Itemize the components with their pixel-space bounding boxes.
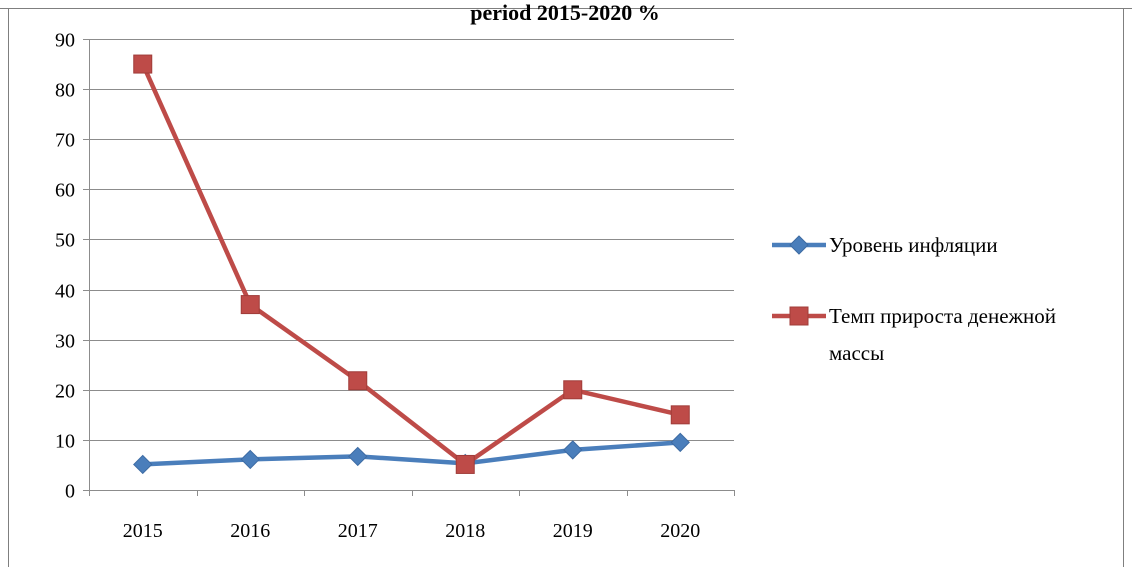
legend-marker xyxy=(789,235,809,255)
data-point xyxy=(670,432,690,453)
series-group xyxy=(133,54,690,475)
x-tick-label: 2018 xyxy=(445,520,485,542)
y-tick-label: 0 xyxy=(65,481,75,503)
y-tick-label: 80 xyxy=(55,80,75,102)
series-0 xyxy=(133,432,690,475)
data-point xyxy=(133,54,153,74)
data-point xyxy=(670,405,690,425)
x-tick-label: 2019 xyxy=(553,520,593,542)
y-tick-label: 50 xyxy=(55,230,75,252)
data-point xyxy=(133,454,153,475)
y-tick-label: 40 xyxy=(55,281,75,303)
series-line xyxy=(140,61,683,467)
chart-title: period 2015-2020 % xyxy=(470,0,659,25)
legend-label: Темп прироста денежной xyxy=(829,304,1056,328)
data-point xyxy=(348,446,368,467)
data-point xyxy=(563,440,583,460)
y-tick-label: 60 xyxy=(55,180,75,202)
y-tick-label: 30 xyxy=(55,331,75,353)
y-tick-label: 10 xyxy=(55,431,75,453)
series-1 xyxy=(133,54,690,474)
legend-item: Темп прироста денежной массы xyxy=(772,304,1056,365)
legend-label: массы xyxy=(829,341,884,365)
legend: Уровень инфляции Темп прироста денежной ма… xyxy=(772,233,1056,365)
legend-label: Уровень инфляции xyxy=(829,233,998,257)
y-tick-label: 90 xyxy=(55,30,75,52)
data-point xyxy=(240,449,260,470)
data-point xyxy=(348,371,368,391)
data-point xyxy=(455,454,475,474)
x-tick-label: 2015 xyxy=(123,520,163,542)
gridlines xyxy=(89,39,734,441)
y-tick-label: 20 xyxy=(55,381,75,403)
legend-item: Уровень инфляции xyxy=(772,233,998,257)
x-tick-label: 2016 xyxy=(230,520,270,542)
data-point xyxy=(240,295,260,315)
y-tick-label: 70 xyxy=(55,130,75,152)
x-tick-label: 2017 xyxy=(338,520,378,542)
series-line xyxy=(140,440,683,467)
data-point xyxy=(563,380,583,400)
legend-marker xyxy=(789,306,809,326)
axes: 0 10 20 30 40 50 60 70 80 90 2015 2016 2017 2018 2019 2… xyxy=(55,30,735,542)
x-tick-label: 2020 xyxy=(660,520,700,542)
